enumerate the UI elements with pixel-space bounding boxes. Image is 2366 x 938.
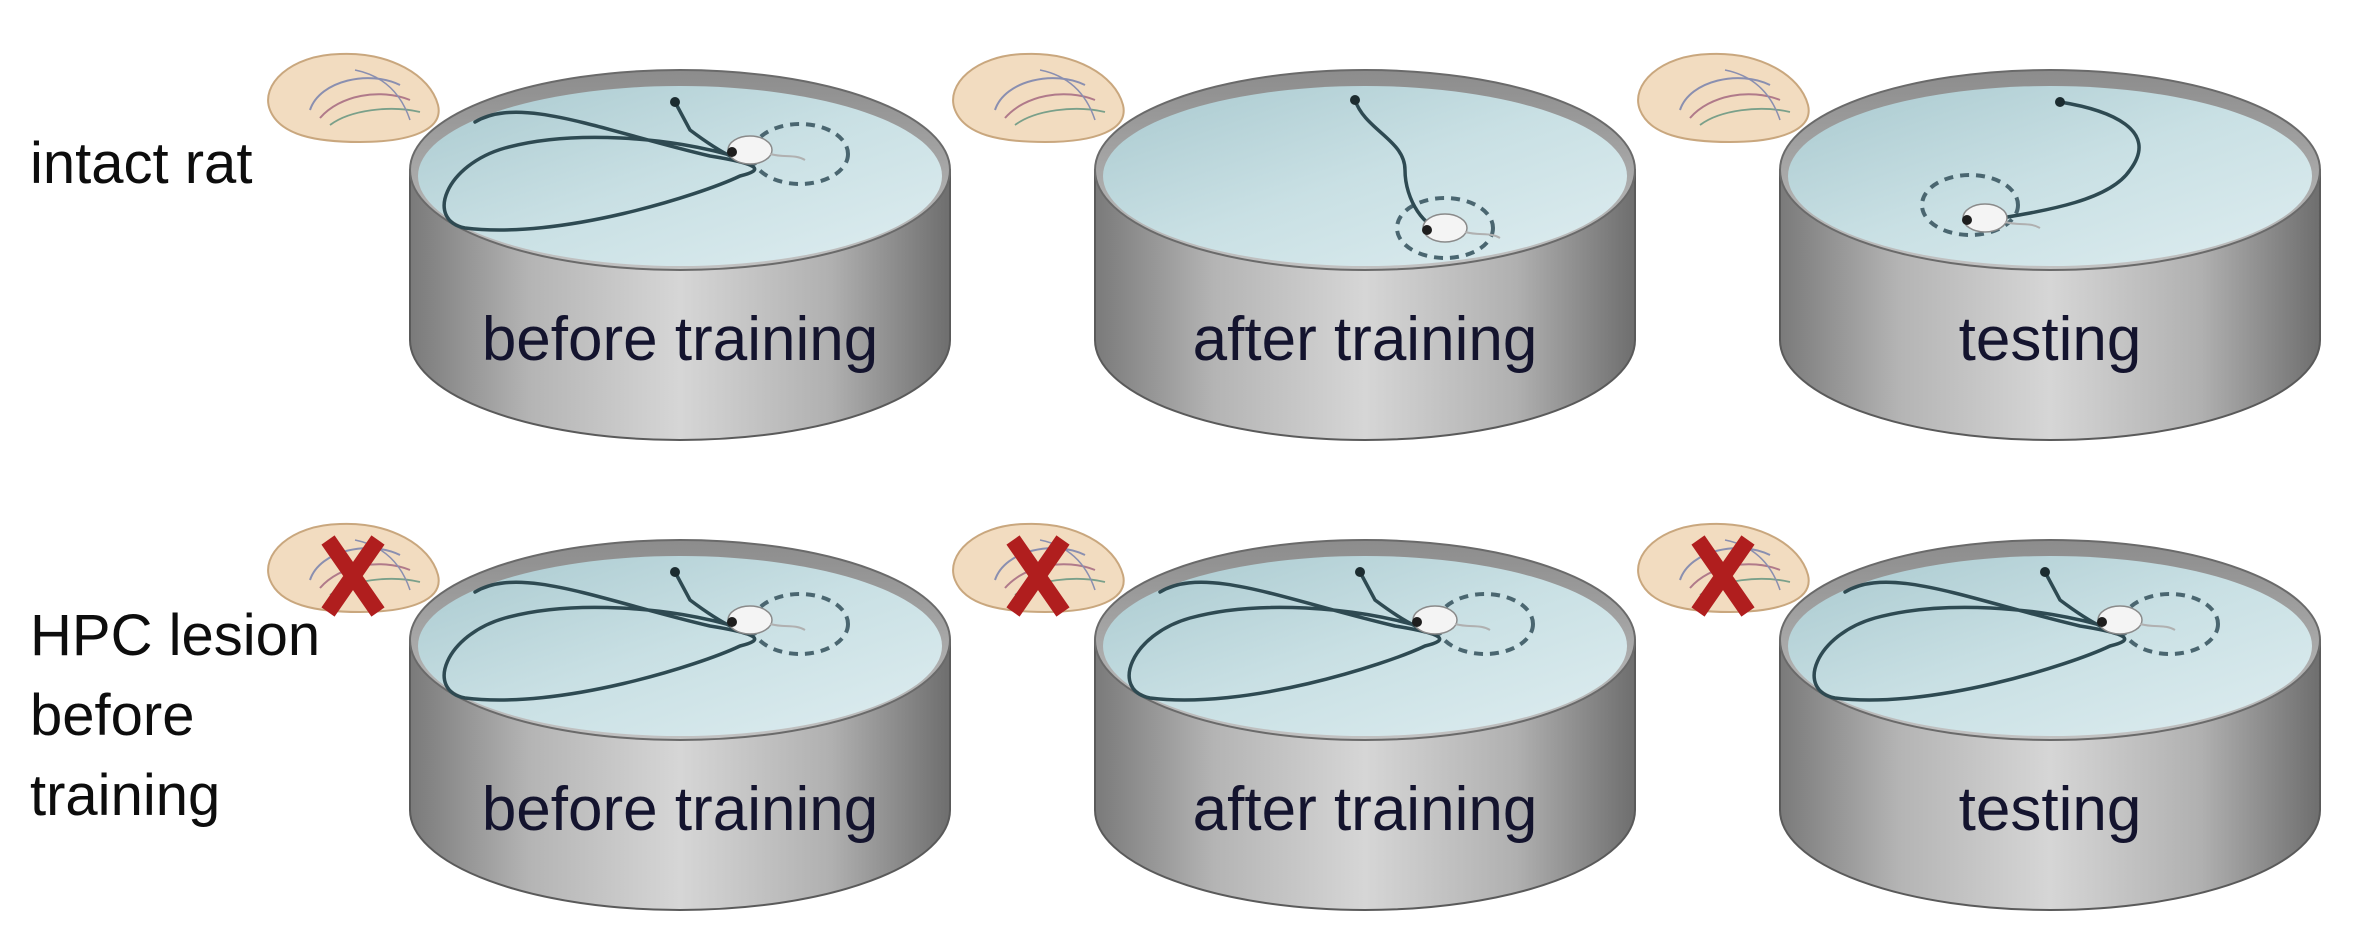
rat-brain-icon [1637,522,1810,617]
swim-path [1988,100,2141,222]
start-point [2055,97,2065,107]
platform-zone [1435,592,1535,656]
rat-icon [1422,213,1501,243]
water-surface [418,86,942,266]
rat-icon [2097,605,2176,635]
start-point [1355,567,1365,577]
rat-brain-icon [1637,52,1810,144]
row-label-intact-text: intact rat [30,131,253,196]
tank-caption: after training [1193,305,1538,374]
rat-icon [1962,203,2041,233]
rat-icon [727,605,806,635]
tank-1-1: before training [267,52,951,441]
start-point [1350,95,1360,105]
tank-2-1: before training [267,522,951,911]
water-surface [1103,86,1627,266]
row-label-lesion-line-1: HPC lesion [30,603,321,668]
tank-1-3: testing [1637,52,2321,441]
tank-caption: after training [1193,775,1538,844]
tank-caption: before training [482,305,878,374]
water-surface [1788,556,2312,736]
tank-caption: before training [482,775,878,844]
row-label-intact: intact rat [30,124,252,204]
rat-brain-icon [952,522,1125,617]
start-point [670,97,680,107]
row-label-lesion-line-3: training [30,763,221,828]
swim-path [1812,570,2127,702]
row-label-lesion: HPC lesion before training [30,596,320,836]
platform-zone [2120,592,2220,656]
lesion-x-icon [321,535,385,617]
rat-icon [727,135,806,165]
swim-path [442,100,757,232]
start-point [670,567,680,577]
platform-zone [750,122,850,186]
platform-zone [750,592,850,656]
rat-brain-icon [952,52,1125,144]
tank-2-3: testing [1637,522,2321,911]
rat-brain-icon [267,52,440,144]
rat-icon [1412,605,1491,635]
rat-brain-icon [267,522,440,617]
platform-zone [1395,196,1495,260]
tank-2-2: after training [952,522,1636,911]
platform-zone [1920,173,2020,237]
water-surface [1788,86,2312,266]
tank-caption: testing [1959,775,2142,844]
tank-1-2: after training [952,52,1636,441]
row-label-lesion-line-2: before [30,683,195,748]
lesion-x-icon [1691,535,1755,617]
tank-caption: testing [1959,305,2142,374]
water-surface [1103,556,1627,736]
start-point [2040,567,2050,577]
swim-path [1127,570,1442,702]
swim-path [442,570,757,702]
lesion-x-icon [1006,535,1070,617]
water-surface [418,556,942,736]
